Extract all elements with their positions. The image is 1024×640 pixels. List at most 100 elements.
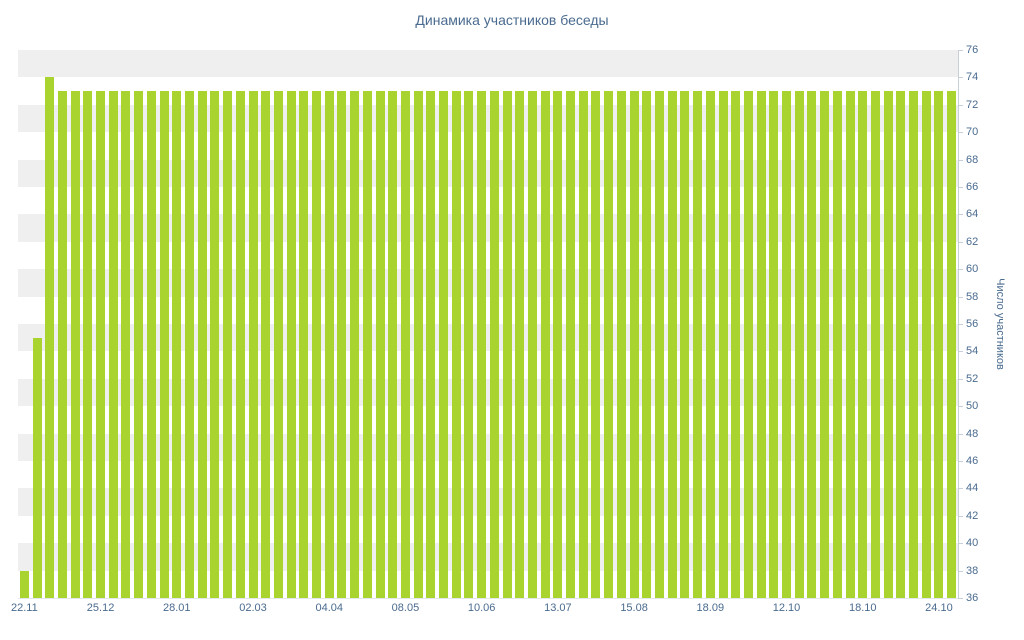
y-tick-mark (958, 543, 963, 545)
bar[interactable] (489, 91, 499, 598)
bar[interactable] (350, 91, 360, 598)
bar[interactable] (426, 91, 436, 598)
bar[interactable] (909, 91, 919, 598)
bar[interactable] (743, 91, 753, 598)
bar[interactable] (337, 91, 347, 598)
bar[interactable] (413, 91, 423, 598)
bar[interactable] (248, 91, 258, 598)
bar[interactable] (286, 91, 296, 598)
bar[interactable] (883, 91, 893, 598)
bar[interactable] (19, 570, 29, 598)
bar[interactable] (210, 91, 220, 598)
bar[interactable] (858, 91, 868, 598)
y-tick-label: 56 (966, 318, 979, 330)
bar[interactable] (134, 91, 144, 598)
bar[interactable] (566, 91, 576, 598)
bar[interactable] (83, 91, 93, 598)
y-tick-mark (958, 378, 963, 380)
y-tick-label: 52 (966, 372, 979, 385)
bar[interactable] (223, 91, 233, 598)
bar[interactable] (172, 91, 182, 598)
grid-band (18, 50, 958, 78)
y-tick-mark (958, 269, 963, 271)
bar[interactable] (527, 91, 537, 598)
y-tick-label: 48 (966, 427, 979, 440)
bar[interactable] (693, 91, 703, 598)
bar[interactable] (934, 91, 944, 598)
bar[interactable] (642, 91, 652, 598)
bar[interactable] (820, 91, 830, 598)
bar[interactable] (477, 91, 487, 598)
bar[interactable] (273, 91, 283, 598)
bar[interactable] (629, 91, 639, 598)
bar[interactable] (362, 91, 372, 598)
bar[interactable] (870, 91, 880, 598)
bar[interactable] (794, 91, 804, 598)
bar[interactable] (70, 91, 80, 598)
bar[interactable] (553, 91, 563, 598)
y-tick-label: 38 (966, 564, 979, 577)
chart-title: Динамика участников беседы (415, 12, 609, 28)
bar[interactable] (947, 91, 957, 598)
bar[interactable] (32, 337, 42, 598)
bar[interactable] (464, 91, 474, 598)
x-tick-label: 08.05 (391, 602, 420, 614)
x-tick-label: 24.10 (925, 602, 953, 614)
bar[interactable] (400, 91, 410, 598)
bar[interactable] (680, 91, 690, 598)
bar[interactable] (439, 91, 449, 598)
bar[interactable] (756, 91, 766, 598)
bar[interactable] (705, 91, 715, 598)
y-tick-mark (958, 132, 963, 134)
x-tick-label: 02.03 (239, 602, 267, 614)
bar[interactable] (718, 91, 728, 598)
bar[interactable] (261, 91, 271, 598)
bar[interactable] (312, 91, 321, 598)
bar[interactable] (235, 91, 245, 598)
bar[interactable] (769, 91, 779, 598)
y-tick-mark (958, 598, 963, 599)
bar[interactable] (388, 91, 398, 598)
x-tick-label: 10.06 (467, 602, 496, 614)
bar[interactable] (896, 91, 906, 598)
y-tick-label: 54 (966, 345, 979, 358)
bar[interactable] (375, 91, 385, 598)
bar[interactable] (451, 91, 461, 598)
bar[interactable] (578, 91, 588, 598)
bar[interactable] (591, 91, 601, 598)
bar[interactable] (146, 91, 156, 598)
bar[interactable] (667, 91, 677, 598)
bar[interactable] (731, 91, 741, 598)
y-tick-mark (958, 214, 963, 216)
y-tick-mark (958, 187, 963, 188)
bar[interactable] (184, 91, 194, 598)
bar[interactable] (299, 91, 309, 598)
bar[interactable] (921, 91, 931, 598)
y-tick-label: 70 (966, 126, 979, 139)
bar[interactable] (502, 91, 512, 598)
bar[interactable] (45, 77, 55, 598)
bar[interactable] (540, 91, 550, 598)
bar[interactable] (121, 91, 131, 598)
bar[interactable] (845, 91, 855, 598)
bar[interactable] (108, 91, 118, 598)
bar[interactable] (159, 91, 169, 598)
bar[interactable] (324, 91, 334, 598)
bar[interactable] (604, 91, 614, 598)
bar[interactable] (57, 91, 67, 598)
y-tick-mark (958, 104, 963, 106)
bar[interactable] (616, 91, 626, 598)
y-tick-label: 58 (966, 290, 979, 303)
y-axis-title: Число участников (994, 278, 1006, 370)
bar[interactable] (197, 91, 207, 598)
bar[interactable] (515, 91, 525, 598)
x-tick-label: 28.01 (163, 602, 191, 614)
bar[interactable] (654, 91, 664, 598)
bar[interactable] (782, 91, 791, 598)
x-tick-label: 22.11 (10, 602, 38, 614)
bar[interactable] (96, 91, 106, 598)
bar[interactable] (832, 91, 842, 598)
bar[interactable] (807, 91, 817, 598)
y-tick-mark (958, 324, 963, 325)
